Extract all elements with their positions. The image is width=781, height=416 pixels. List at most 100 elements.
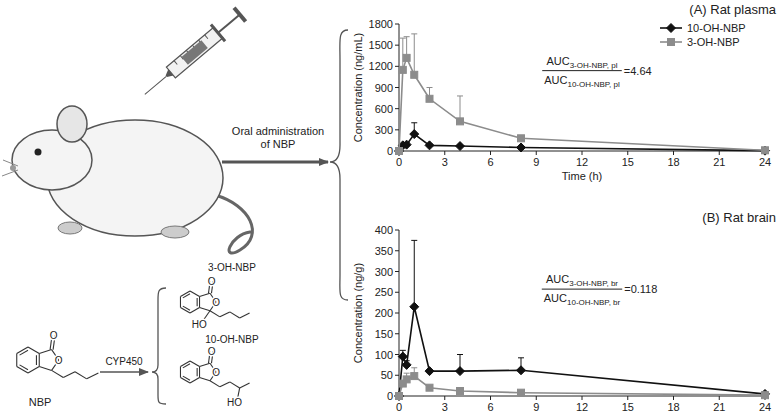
legend-marker bbox=[668, 39, 675, 46]
route-label: Oral administration bbox=[232, 125, 324, 137]
y-tick bbox=[395, 24, 399, 25]
y-tick-label: 150 bbox=[375, 328, 393, 340]
annotation-subscript: 3-OH-NBP, br bbox=[569, 279, 618, 288]
bond bbox=[190, 361, 200, 367]
x-tick-label: 3 bbox=[442, 156, 448, 168]
annotation: AUC3-OH-NBP, plAUC10-OH-NBP, pl=4.64 bbox=[542, 55, 651, 89]
y-tick bbox=[395, 230, 399, 231]
structure: OOHO bbox=[180, 346, 249, 408]
syringe-plunger bbox=[218, 15, 239, 33]
data-point bbox=[456, 367, 465, 376]
annotation-text: AUC bbox=[546, 273, 569, 285]
atom-label: O bbox=[212, 367, 220, 378]
legend-marker bbox=[667, 24, 676, 33]
data-point bbox=[395, 392, 404, 401]
syringe-barrel bbox=[166, 27, 222, 78]
data-point bbox=[457, 118, 464, 125]
x-tick bbox=[444, 151, 445, 155]
bond bbox=[63, 372, 75, 378]
x-tick bbox=[582, 151, 583, 155]
bond bbox=[180, 361, 190, 367]
data-point bbox=[426, 95, 433, 102]
mouse-whisker bbox=[2, 170, 18, 176]
chart-title: (B) Rat brain bbox=[702, 210, 776, 225]
bond bbox=[183, 376, 190, 380]
y-tick-label: 900 bbox=[375, 82, 393, 94]
y-tick-label: 200 bbox=[375, 307, 393, 319]
x-tick bbox=[673, 396, 674, 400]
annotation-subscript: 3-OH-NBP, pl bbox=[570, 61, 618, 70]
enzyme-label: CYP450 bbox=[105, 356, 143, 367]
reaction-arrow bbox=[100, 371, 148, 373]
x-tick-label: 0 bbox=[396, 156, 402, 168]
mouse-whisker bbox=[3, 160, 18, 166]
compound-label: 3-OH-NBP bbox=[208, 262, 256, 273]
error-bar-cap bbox=[411, 367, 417, 368]
annotation-denominator: AUC10-OH-NBP, br bbox=[544, 292, 621, 307]
compound-label: NBP bbox=[29, 396, 52, 408]
x-tick bbox=[719, 396, 720, 400]
bond bbox=[52, 370, 64, 377]
y-axis-label: Concentration (ng/g) bbox=[352, 263, 364, 363]
bond bbox=[39, 354, 40, 367]
plot-area bbox=[395, 240, 770, 400]
atom-label: O bbox=[55, 355, 63, 366]
y-tick-label: 1800 bbox=[369, 18, 393, 30]
error-bar-stem bbox=[414, 240, 415, 306]
bond bbox=[180, 297, 181, 308]
bond bbox=[183, 306, 190, 310]
data-point bbox=[396, 393, 403, 400]
bond bbox=[20, 350, 28, 355]
x-axis-label: Time (h) bbox=[562, 170, 603, 182]
bond bbox=[199, 367, 200, 378]
x-tick bbox=[536, 151, 537, 155]
series-line bbox=[399, 376, 765, 396]
annotation-text: AUC bbox=[546, 55, 569, 67]
data-point bbox=[517, 143, 526, 152]
bond bbox=[180, 291, 190, 297]
x-tick-label: 12 bbox=[576, 156, 588, 168]
y-tick-label: 1500 bbox=[369, 39, 393, 51]
bond bbox=[183, 364, 190, 368]
fraction-bar bbox=[542, 289, 622, 290]
y-axis-label: Concentration (ng/mL) bbox=[352, 33, 364, 142]
x-tick bbox=[490, 396, 491, 400]
mouse bbox=[2, 106, 252, 253]
x-tick-label: 9 bbox=[533, 401, 539, 413]
annotation-subscript: 10-OH-NBP, pl bbox=[567, 80, 620, 89]
mouse-ear bbox=[57, 106, 87, 142]
plot-area bbox=[395, 34, 770, 156]
y-tick-label: 0 bbox=[387, 145, 393, 157]
route-label: of NBP bbox=[261, 138, 296, 150]
data-point bbox=[395, 147, 404, 156]
data-point bbox=[456, 142, 465, 151]
atom-label: HO bbox=[227, 397, 242, 408]
bond bbox=[210, 311, 220, 317]
x-tick bbox=[627, 396, 628, 400]
syringe bbox=[138, 5, 249, 103]
bond bbox=[28, 347, 39, 354]
bond bbox=[180, 308, 190, 314]
x-tick-label: 24 bbox=[759, 156, 771, 168]
error-bar bbox=[411, 240, 417, 306]
bond bbox=[197, 368, 198, 376]
route-arrow bbox=[222, 161, 328, 164]
data-point bbox=[403, 376, 410, 383]
x-tick-label: 18 bbox=[667, 156, 679, 168]
legend-label: 3-OH-NBP bbox=[687, 36, 740, 48]
data-point bbox=[402, 360, 411, 369]
y-tick bbox=[395, 354, 399, 355]
data-point bbox=[411, 373, 418, 380]
data-point bbox=[402, 140, 411, 149]
syringe-fluid bbox=[181, 40, 207, 64]
annotation-denominator: AUC10-OH-NBP, pl bbox=[544, 74, 620, 89]
x-tick bbox=[719, 151, 720, 155]
series-line bbox=[399, 307, 765, 396]
fraction-bar bbox=[542, 70, 622, 71]
syringe-graduation bbox=[205, 35, 208, 39]
bond bbox=[199, 297, 200, 308]
data-point bbox=[410, 130, 419, 139]
x-tick-label: 15 bbox=[622, 156, 634, 168]
mouse-paw bbox=[161, 226, 189, 238]
data-point bbox=[761, 389, 770, 398]
